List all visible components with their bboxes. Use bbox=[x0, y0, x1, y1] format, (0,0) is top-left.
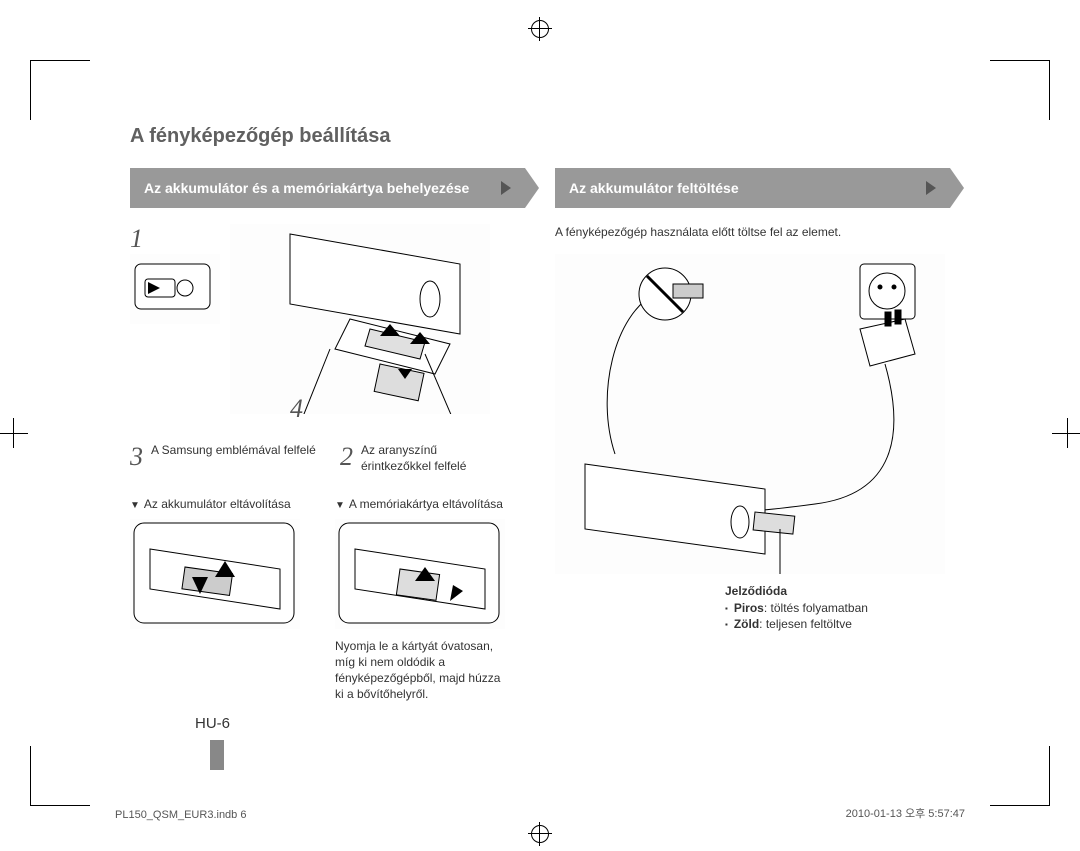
bullet-icon bbox=[725, 617, 728, 631]
led-red-text: : töltés folyamatban bbox=[764, 601, 868, 615]
chevron-right-icon bbox=[501, 181, 511, 195]
footer-timestamp: 2010-01-13 오후 5:57:47 bbox=[846, 805, 965, 821]
section-header-charge: Az akkumulátor feltöltése bbox=[555, 168, 950, 208]
registration-mark-top bbox=[528, 17, 552, 41]
illustration-camera-open bbox=[230, 224, 490, 414]
section-header-text: Az akkumulátor feltöltése bbox=[569, 180, 739, 196]
led-green-text: : teljesen feltöltve bbox=[759, 617, 852, 631]
step-number-2: 2 bbox=[340, 442, 353, 472]
crop-mark bbox=[30, 746, 90, 806]
illustration-remove-memory bbox=[335, 519, 505, 629]
illustration-remove-battery bbox=[130, 519, 300, 629]
footer-filename: PL150_QSM_EUR3.indb 6 bbox=[115, 809, 246, 821]
illustration-charging bbox=[555, 254, 945, 574]
crop-mark bbox=[30, 60, 90, 120]
page-number: HU-6 bbox=[195, 715, 230, 732]
section-header-insert: Az akkumulátor és a memóriakártya behely… bbox=[130, 168, 525, 208]
led-green-label: Zöld bbox=[734, 617, 759, 631]
charge-intro: A fényképezőgép használata előtt töltse … bbox=[555, 224, 950, 240]
remove-memory-label: A memóriakártya eltávolítása bbox=[335, 496, 525, 513]
led-title: Jelződióda bbox=[725, 583, 950, 599]
page-content: A fényképezőgép beállítása Az akkumuláto… bbox=[130, 125, 950, 703]
section-header-text: Az akkumulátor és a memóriakártya behely… bbox=[144, 180, 469, 196]
step-3-text: A Samsung emblémával felfelé bbox=[151, 442, 316, 458]
remove-battery-label: Az akkumulátor eltávolítása bbox=[130, 496, 315, 513]
led-green-line: Zöld: teljesen feltöltve bbox=[725, 617, 950, 631]
memory-note: Nyomja le a kártyát óvatosan, míg ki nem… bbox=[335, 638, 510, 703]
left-column: Az akkumulátor és a memóriakártya behely… bbox=[130, 168, 525, 703]
chevron-right-icon bbox=[926, 181, 936, 195]
step-number-3: 3 bbox=[130, 442, 143, 472]
step-number-1: 1 bbox=[130, 224, 220, 254]
right-column: Az akkumulátor feltöltése A fényképezőgé… bbox=[555, 168, 950, 703]
led-red-label: Piros bbox=[734, 601, 764, 615]
registration-mark-bottom bbox=[528, 822, 552, 846]
bullet-icon bbox=[725, 601, 728, 615]
led-red-line: Piros: töltés folyamatban bbox=[725, 601, 950, 615]
page-tab bbox=[210, 740, 224, 770]
crop-mark bbox=[990, 60, 1050, 120]
step-2-text: Az aranyszínű érintkezőkkel felfelé bbox=[361, 442, 510, 474]
illustration-latch bbox=[130, 254, 220, 324]
page-title: A fényképezőgép beállítása bbox=[130, 125, 950, 148]
crop-mark bbox=[990, 746, 1050, 806]
